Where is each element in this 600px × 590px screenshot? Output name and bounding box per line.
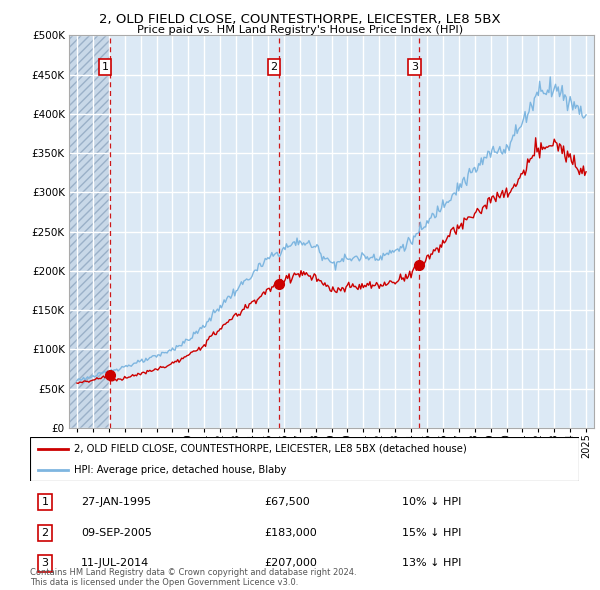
Text: 2: 2 [41, 528, 49, 537]
Text: Price paid vs. HM Land Registry's House Price Index (HPI): Price paid vs. HM Land Registry's House … [137, 25, 463, 35]
Polygon shape [69, 35, 110, 428]
Text: HPI: Average price, detached house, Blaby: HPI: Average price, detached house, Blab… [74, 465, 286, 475]
Text: 3: 3 [41, 559, 49, 568]
Text: 11-JUL-2014: 11-JUL-2014 [81, 559, 149, 568]
Text: 13% ↓ HPI: 13% ↓ HPI [402, 559, 461, 568]
Text: 27-JAN-1995: 27-JAN-1995 [81, 497, 151, 507]
Text: 2, OLD FIELD CLOSE, COUNTESTHORPE, LEICESTER, LE8 5BX: 2, OLD FIELD CLOSE, COUNTESTHORPE, LEICE… [99, 13, 501, 26]
Text: 3: 3 [411, 62, 418, 72]
FancyBboxPatch shape [30, 437, 579, 481]
Text: 1: 1 [41, 497, 49, 507]
Text: 15% ↓ HPI: 15% ↓ HPI [402, 528, 461, 537]
Text: Contains HM Land Registry data © Crown copyright and database right 2024.
This d: Contains HM Land Registry data © Crown c… [30, 568, 356, 587]
Text: 10% ↓ HPI: 10% ↓ HPI [402, 497, 461, 507]
Text: 09-SEP-2005: 09-SEP-2005 [81, 528, 152, 537]
Text: 2, OLD FIELD CLOSE, COUNTESTHORPE, LEICESTER, LE8 5BX (detached house): 2, OLD FIELD CLOSE, COUNTESTHORPE, LEICE… [74, 444, 467, 454]
Text: £207,000: £207,000 [264, 559, 317, 568]
Text: £67,500: £67,500 [264, 497, 310, 507]
Text: £183,000: £183,000 [264, 528, 317, 537]
Text: 2: 2 [271, 62, 278, 72]
Text: 1: 1 [101, 62, 109, 72]
